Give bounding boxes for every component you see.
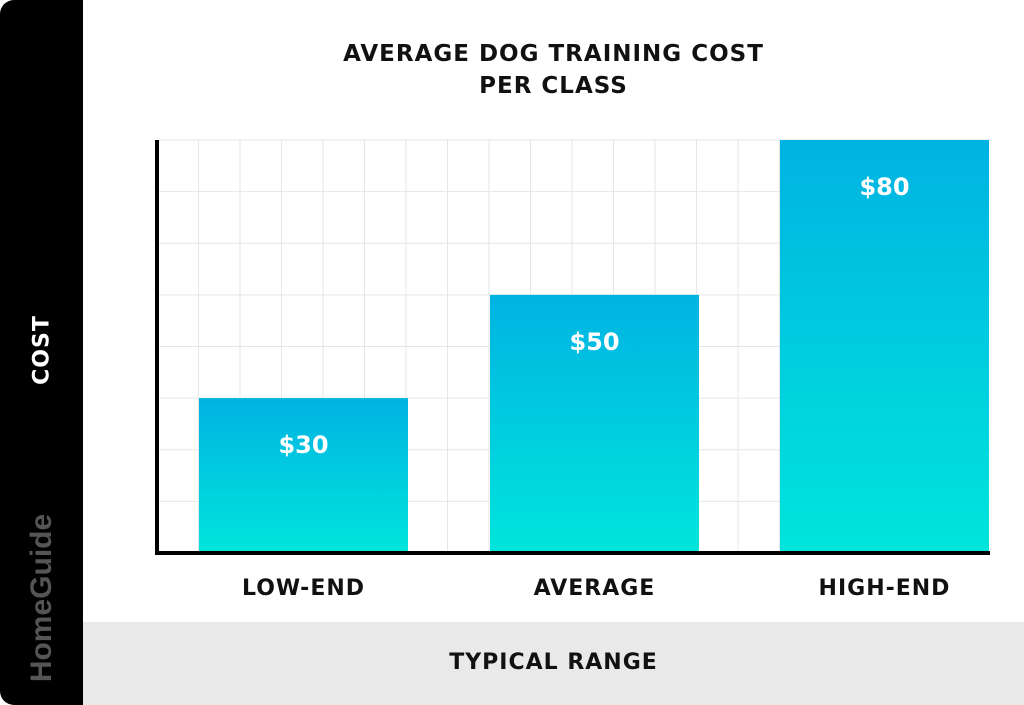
data-label: $30 [278, 431, 328, 459]
x-tick-label: AVERAGE [534, 576, 656, 601]
bar-average [490, 294, 699, 553]
data-label: $80 [859, 173, 909, 201]
bar-high-end [780, 140, 989, 553]
bar-low-end [199, 398, 408, 553]
x-axis-band: TYPICAL RANGE [83, 622, 1024, 705]
x-tick-label: HIGH-END [819, 576, 951, 601]
sidebar: COST HomeGuide [0, 0, 83, 705]
chart-title: AVERAGE DOG TRAINING COST PER CLASS [83, 38, 1024, 102]
data-label: $50 [569, 328, 619, 356]
title-line-1: AVERAGE DOG TRAINING COST [343, 41, 764, 67]
x-tick-label: LOW-END [242, 576, 365, 601]
title-line-2: PER CLASS [479, 73, 628, 99]
x-axis-label: TYPICAL RANGE [449, 650, 658, 675]
